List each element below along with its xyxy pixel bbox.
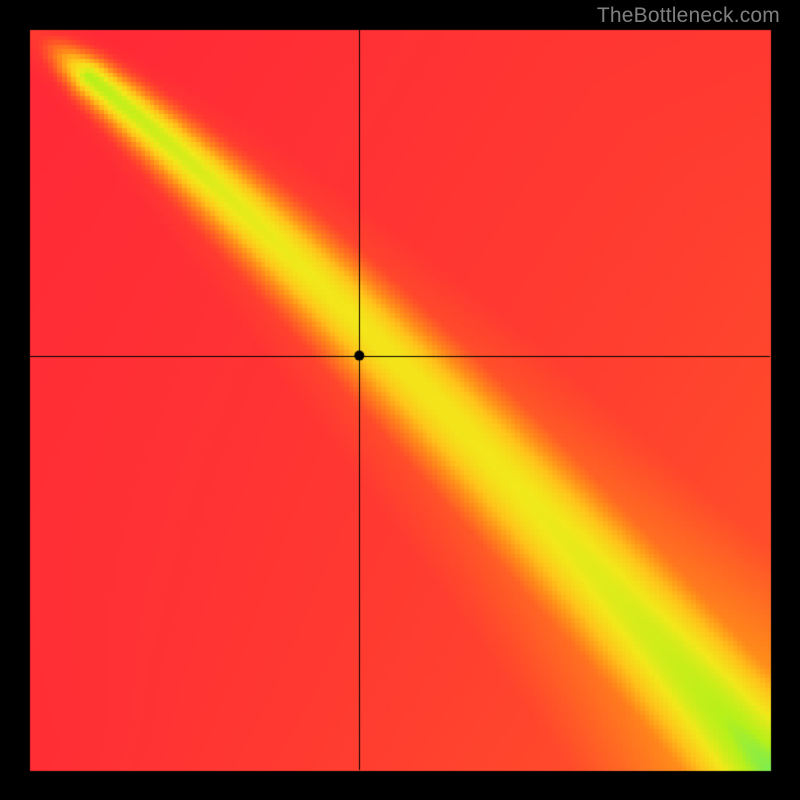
- chart-container: TheBottleneck.com: [0, 0, 800, 800]
- watermark-text: TheBottleneck.com: [597, 4, 780, 28]
- bottleneck-heatmap: [0, 0, 800, 800]
